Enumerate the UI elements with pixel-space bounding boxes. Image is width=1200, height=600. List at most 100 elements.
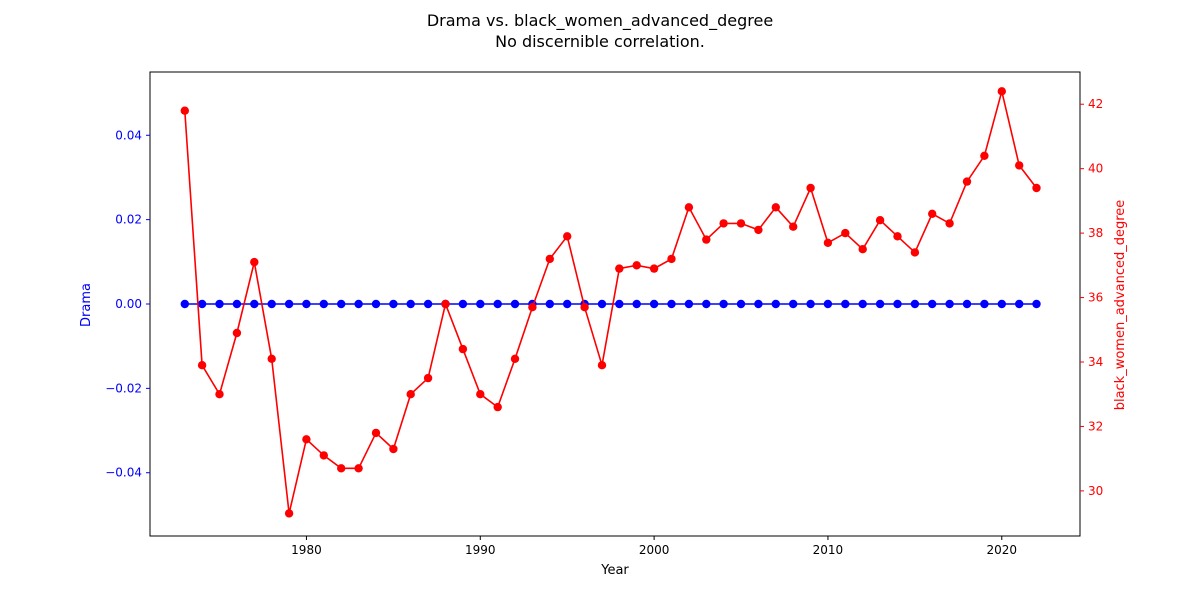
data-point-left [510, 299, 520, 309]
data-point-left [806, 299, 815, 309]
data-point-right [928, 209, 937, 218]
data-point-left [354, 299, 363, 309]
x-tick-label: 2010 [813, 543, 844, 557]
data-point-right [615, 264, 624, 273]
data-point-left [493, 299, 502, 309]
data-point-right [215, 390, 224, 399]
data-point-right [789, 222, 798, 231]
data-point-left [1015, 299, 1024, 309]
data-point-left [215, 299, 224, 309]
data-point-right [597, 361, 607, 370]
data-point-left [284, 299, 294, 309]
data-point-left [423, 299, 433, 309]
data-point-right [754, 225, 763, 235]
data-point-left [563, 299, 572, 309]
data-point-left [980, 299, 989, 309]
data-point-right [197, 361, 207, 370]
data-point-left [632, 299, 641, 309]
data-point-left [597, 299, 607, 309]
data-point-right [389, 444, 398, 454]
data-point-right [510, 354, 520, 363]
right-y-tick-label: 30 [1088, 484, 1103, 498]
chart-subtitle: No discernible correlation. [495, 32, 705, 51]
left-y-axis-label: Drama [79, 283, 94, 327]
left-y-axis-ticks: −0.04 −0.02 0.00 0.02 0.04 [105, 128, 150, 480]
data-point-right [649, 264, 659, 273]
data-point-left [945, 299, 954, 309]
data-point-left [232, 299, 242, 309]
data-point-right [841, 228, 850, 238]
right-y-tick-label: 42 [1088, 97, 1103, 111]
data-point-right [719, 219, 728, 228]
right-y-tick-label: 38 [1088, 226, 1103, 240]
series-line-right [184, 91, 1038, 514]
data-point-left [371, 299, 381, 309]
left-y-tick-label: 0.02 [115, 213, 142, 227]
data-point-right [250, 257, 259, 267]
data-point-right [823, 238, 833, 247]
data-point-right [684, 203, 694, 212]
data-point-right [458, 344, 468, 354]
data-point-right [893, 232, 902, 241]
left-y-tick-label: −0.04 [105, 466, 142, 480]
data-point-right [702, 235, 711, 244]
data-point-left [736, 299, 746, 309]
data-point-left [858, 299, 867, 309]
data-point-right [476, 390, 485, 399]
data-point-left [997, 299, 1006, 309]
x-tick-label: 2020 [987, 543, 1018, 557]
data-point-left [789, 299, 798, 309]
data-point-right [632, 261, 641, 270]
data-point-right [180, 106, 189, 115]
x-tick-label: 1980 [291, 543, 322, 557]
data-point-left [458, 299, 468, 309]
data-point-right [545, 254, 554, 264]
data-point-right [1032, 183, 1041, 193]
data-point-right [736, 219, 746, 228]
data-point-right [423, 373, 433, 383]
data-point-left [302, 299, 311, 309]
left-y-tick-label: 0.00 [115, 297, 142, 311]
right-y-tick-label: 36 [1088, 291, 1103, 305]
series-layer [180, 87, 1041, 518]
data-point-left [319, 299, 328, 309]
x-tick-label: 1990 [465, 543, 496, 557]
data-point-right [371, 428, 381, 438]
data-point-left [197, 299, 207, 309]
data-point-right [580, 303, 589, 312]
data-point-left [180, 299, 189, 309]
data-point-left [667, 299, 676, 309]
x-tick-label: 2000 [639, 543, 670, 557]
data-point-left [875, 299, 885, 309]
right-y-axis-label: black_women_advanced_degree [1113, 200, 1128, 411]
data-point-left [823, 299, 833, 309]
right-y-axis-ticks: 30 32 34 36 38 40 42 [1080, 97, 1103, 498]
data-point-left [702, 299, 711, 309]
data-point-right [337, 464, 346, 473]
data-point-left [250, 299, 259, 309]
data-point-right [267, 354, 276, 363]
data-point-right [493, 402, 502, 412]
data-point-left [719, 299, 728, 309]
data-point-right [284, 509, 294, 518]
data-point-right [302, 435, 311, 444]
data-point-right [910, 248, 920, 257]
data-point-left [476, 299, 485, 309]
data-point-left [893, 299, 902, 309]
data-point-right [319, 451, 328, 460]
data-point-left [910, 299, 920, 309]
data-point-right [945, 219, 954, 228]
data-point-right [441, 299, 450, 309]
data-point-right [354, 464, 363, 473]
data-point-left [337, 299, 346, 309]
data-point-left [684, 299, 694, 309]
data-point-right [980, 151, 989, 160]
data-point-right [806, 183, 815, 193]
right-y-tick-label: 32 [1088, 419, 1103, 433]
data-point-left [649, 299, 659, 309]
right-y-tick-label: 34 [1088, 355, 1103, 369]
data-point-right [528, 303, 537, 312]
data-point-right [563, 232, 572, 241]
data-point-right [858, 245, 867, 254]
